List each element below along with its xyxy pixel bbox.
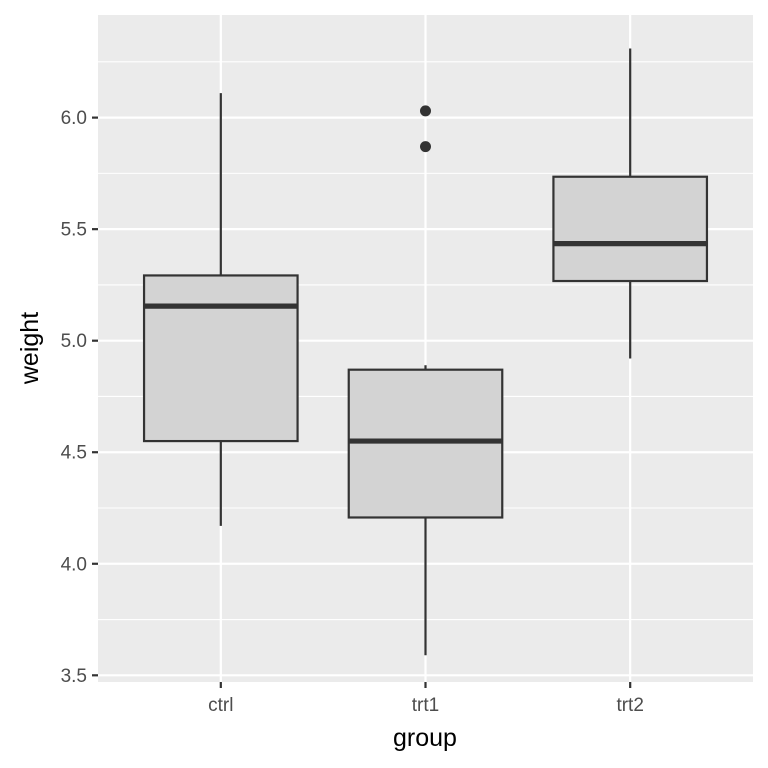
outlier-point xyxy=(420,141,431,153)
x-tick-label-ctrl: ctrl xyxy=(208,695,233,716)
box-ctrl xyxy=(142,93,299,526)
x-tick-label-trt2: trt2 xyxy=(616,695,643,716)
x-tick-label-trt1: trt1 xyxy=(412,695,439,716)
outlier-point xyxy=(420,105,431,117)
boxes xyxy=(142,48,709,656)
y-tick-label: 4.5 xyxy=(61,443,87,464)
box-trt2 xyxy=(552,48,709,359)
y-tick-label: 5.0 xyxy=(61,331,87,352)
y-tick-label: 3.5 xyxy=(61,666,87,687)
y-tick-label: 6.0 xyxy=(61,108,87,129)
y-tick-label: 5.5 xyxy=(61,220,87,241)
interquartile-box xyxy=(552,175,709,283)
x-axis-title: group xyxy=(393,724,457,752)
axes: 3.5 4.0 4.5 5.0 5.5 6.0 ctrl trt1 trt2 xyxy=(61,108,644,716)
interquartile-box xyxy=(142,274,299,443)
y-tick-label: 4.0 xyxy=(61,554,87,575)
y-axis-title: weight xyxy=(16,312,44,385)
box-trt1 xyxy=(347,105,504,656)
